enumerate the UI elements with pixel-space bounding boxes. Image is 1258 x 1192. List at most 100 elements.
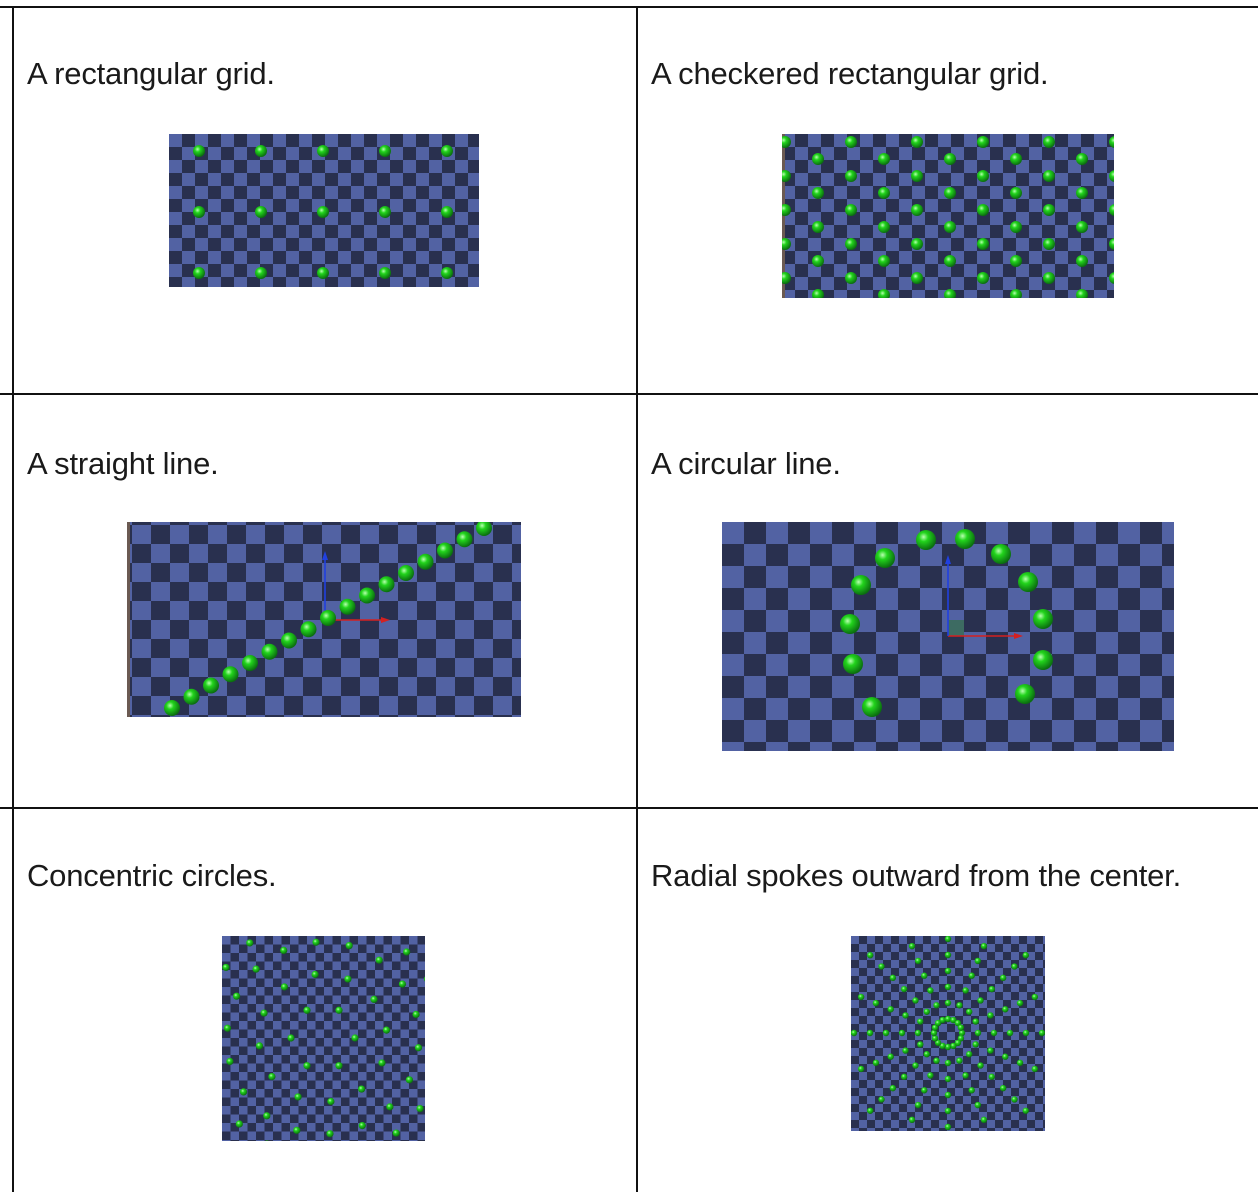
sphere xyxy=(232,992,241,1000)
sphere xyxy=(255,1042,264,1050)
sphere xyxy=(955,529,975,549)
sphere xyxy=(944,187,956,199)
sphere xyxy=(280,983,289,991)
sphere xyxy=(280,946,288,955)
sphere xyxy=(882,1029,890,1037)
sphere xyxy=(441,206,453,218)
sphere xyxy=(944,221,956,233)
sphere xyxy=(260,1009,268,1017)
sphere xyxy=(912,997,919,1004)
sphere xyxy=(1076,187,1088,199)
sphere xyxy=(183,688,200,705)
sphere xyxy=(878,153,890,165)
sphere xyxy=(1015,684,1035,704)
sphere xyxy=(933,1002,940,1009)
floor-edge xyxy=(782,134,785,298)
sphere xyxy=(968,1087,975,1094)
sphere xyxy=(222,666,239,683)
sphere xyxy=(1033,650,1053,670)
sphere xyxy=(966,1051,973,1058)
sphere xyxy=(193,206,205,218)
sphere xyxy=(812,221,824,233)
sphere xyxy=(317,206,329,218)
sphere xyxy=(966,1008,973,1015)
sphere xyxy=(872,1059,880,1067)
sphere xyxy=(423,976,425,982)
caption-circular-line: A circular line. xyxy=(651,446,841,481)
sphere xyxy=(878,187,890,199)
sphere xyxy=(1002,1053,1009,1060)
sphere xyxy=(851,575,871,595)
sphere xyxy=(312,938,320,946)
sphere xyxy=(1076,153,1088,165)
sphere xyxy=(845,204,857,216)
sphere xyxy=(914,1101,922,1109)
sphere xyxy=(326,1130,334,1138)
sphere xyxy=(226,1057,234,1066)
sphere xyxy=(812,255,824,267)
sphere xyxy=(944,289,956,298)
sphere xyxy=(223,1024,232,1032)
sphere xyxy=(962,1072,969,1079)
sphere xyxy=(878,289,890,298)
sphere xyxy=(281,632,297,649)
sphere xyxy=(944,1091,952,1099)
sphere xyxy=(934,1019,942,1027)
sphere xyxy=(246,939,254,947)
sphere xyxy=(1109,136,1114,148)
sphere xyxy=(944,1075,952,1083)
sphere xyxy=(977,136,989,148)
sphere xyxy=(999,1084,1007,1092)
sphere xyxy=(999,974,1007,982)
sphere xyxy=(1043,136,1055,148)
sphere xyxy=(782,204,791,216)
sphere xyxy=(317,145,329,157)
sphere xyxy=(311,970,319,979)
sphere xyxy=(851,1029,858,1037)
sphere xyxy=(1002,1006,1009,1013)
sphere xyxy=(1109,272,1114,284)
sphere xyxy=(378,576,395,593)
origin-marker xyxy=(948,620,964,636)
sphere xyxy=(917,1041,924,1048)
sphere xyxy=(412,1010,420,1019)
axis-gizmo xyxy=(945,555,1023,639)
sphere xyxy=(357,1085,366,1093)
sphere xyxy=(927,1072,934,1079)
sphere xyxy=(962,987,969,994)
sphere xyxy=(456,531,473,548)
sphere xyxy=(476,522,492,536)
sphere xyxy=(977,997,984,1004)
sphere xyxy=(193,145,205,157)
sphere xyxy=(782,272,791,284)
sphere xyxy=(255,267,267,279)
sphere xyxy=(1010,187,1022,199)
sphere xyxy=(944,999,952,1007)
sphere xyxy=(930,1029,938,1037)
sphere xyxy=(944,1015,952,1023)
sphere xyxy=(862,697,882,717)
sphere xyxy=(1016,1059,1024,1067)
sphere xyxy=(335,1006,343,1014)
sphere xyxy=(1109,238,1114,250)
sphere xyxy=(977,238,989,250)
sphere xyxy=(889,974,897,982)
sphere xyxy=(239,1088,248,1096)
sphere xyxy=(954,1039,962,1047)
sphere xyxy=(867,1107,874,1114)
sphere xyxy=(974,1101,982,1109)
sphere xyxy=(944,951,952,959)
sphere xyxy=(875,548,895,568)
sphere xyxy=(927,987,934,994)
sphere xyxy=(222,963,230,972)
sphere xyxy=(931,1024,939,1031)
sphere xyxy=(939,1016,946,1024)
sphere xyxy=(1011,1096,1018,1103)
sphere xyxy=(923,1008,930,1015)
sphere xyxy=(386,1103,394,1111)
sphere xyxy=(1022,952,1029,959)
sphere xyxy=(950,1042,957,1050)
sphere xyxy=(1038,1029,1045,1037)
render-checkered-grid xyxy=(782,134,1114,298)
